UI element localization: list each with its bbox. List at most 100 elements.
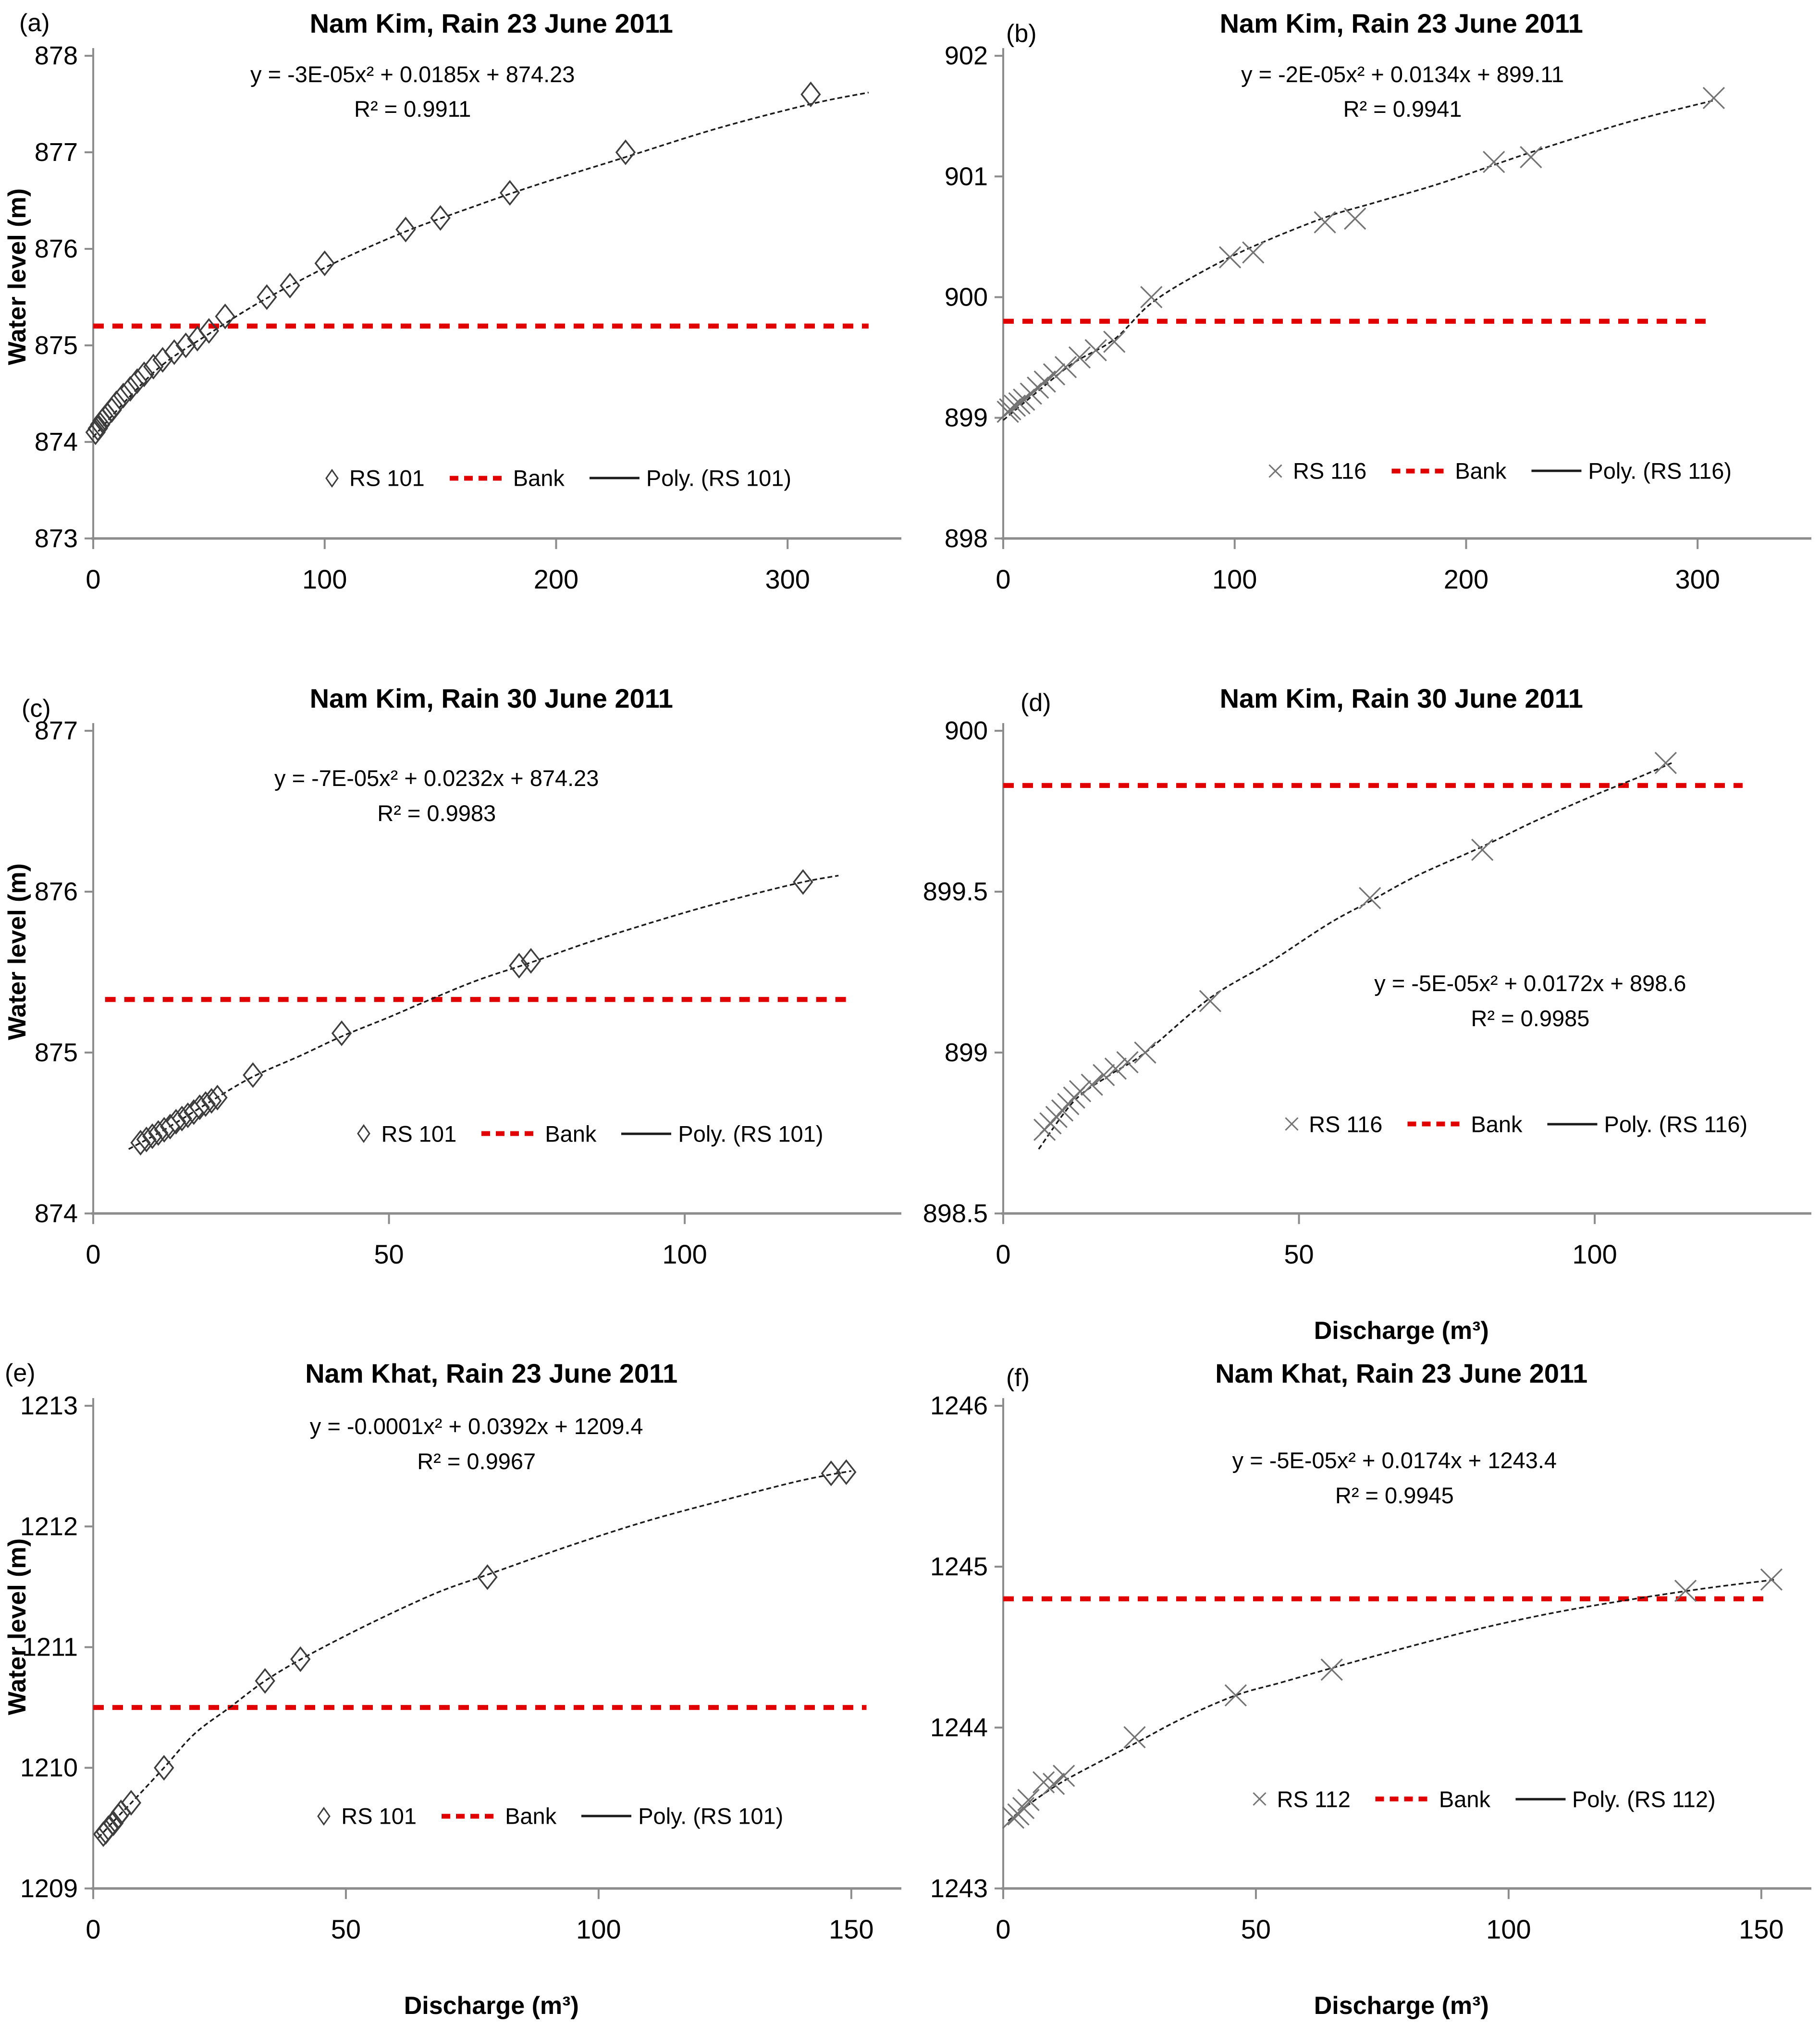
series-marker-icon: [353, 1123, 374, 1144]
legend-label: Poly. (RS 101): [678, 1121, 824, 1147]
svg-text:1245: 1245: [930, 1552, 988, 1581]
equation-line: y = -2E-05x² + 0.0134x + 899.11: [1241, 61, 1564, 87]
y-axis-label: Water level (m): [3, 188, 31, 366]
legend: RS 112 Bank Poly. (RS 112): [1249, 1786, 1716, 1812]
equation-line: y = -5E-05x² + 0.0174x + 1243.4: [1232, 1447, 1557, 1473]
legend-item-bank: Bank: [481, 1120, 596, 1147]
svg-text:874: 874: [35, 428, 78, 456]
series-marker-icon: [1265, 460, 1286, 481]
svg-text:878: 878: [35, 41, 78, 70]
legend-item-poly: Poly. (RS 101): [581, 1803, 783, 1829]
legend-item-bank: Bank: [1391, 458, 1506, 484]
panel-a: (a) Nam Kim, Rain 23 June 2011 Water lev…: [0, 0, 910, 675]
r-squared-line: R² = 0.9911: [354, 96, 471, 122]
svg-text:899: 899: [945, 404, 988, 432]
legend: RS 101 Bank Poly. (RS 101): [353, 1120, 824, 1147]
bank-dash-icon: [1375, 1796, 1432, 1802]
poly-line-icon: [589, 477, 639, 479]
bank-dash-icon: [449, 476, 506, 481]
equation-annotation: y = -7E-05x² + 0.0232x + 874.23 R² = 0.9…: [274, 761, 599, 831]
bank-dash-icon: [442, 1814, 499, 1819]
legend-item-bank: Bank: [1375, 1786, 1490, 1812]
r-squared-line: R² = 0.9967: [417, 1448, 536, 1474]
poly-line-icon: [581, 1815, 632, 1817]
chart-plot: 1243 1244 1245 1246 0 50 100 150: [930, 1391, 1811, 1944]
svg-text:150: 150: [829, 1914, 873, 1944]
chart-plot: 898 899 900 901 902 0 100 200 300: [945, 41, 1811, 594]
chart-plot: 1209 1210 1211 1212 1213 0 50 100 150: [20, 1391, 901, 1944]
series-marker-icon: [321, 467, 343, 489]
svg-text:877: 877: [35, 138, 78, 167]
poly-line-icon: [1515, 1798, 1566, 1801]
legend-label: Poly. (RS 116): [1588, 458, 1732, 484]
svg-text:150: 150: [1739, 1914, 1783, 1944]
poly-line-icon: [621, 1132, 672, 1135]
legend-label: RS 112: [1277, 1786, 1351, 1812]
series-marker-icon: [1249, 1789, 1270, 1810]
panel-tag: (b): [1006, 20, 1037, 48]
chart-plot: 874 875 876 877 0 50 100: [35, 716, 901, 1269]
panel-tag: (a): [19, 9, 50, 37]
legend-item-poly: Poly. (RS 112): [1515, 1786, 1716, 1812]
bank-dash-icon: [1407, 1121, 1464, 1127]
r-squared-line: R² = 0.9945: [1335, 1482, 1454, 1508]
chart-plot: 898.5 899 899.5 900 0 50 100: [923, 716, 1811, 1269]
svg-text:874: 874: [35, 1199, 78, 1228]
x-axis-label: Discharge (m³): [1314, 1317, 1489, 1345]
equation-annotation: y = -3E-05x² + 0.0185x + 874.23 R² = 0.9…: [250, 57, 575, 127]
svg-text:300: 300: [765, 564, 810, 594]
series-marker-icon: [313, 1805, 334, 1827]
legend-label: Poly. (RS 101): [646, 465, 792, 491]
legend-label: RS 101: [381, 1121, 457, 1147]
equation-annotation: y = -5E-05x² + 0.0172x + 898.6 R² = 0.99…: [1374, 966, 1686, 1036]
svg-text:50: 50: [331, 1914, 361, 1944]
equation-line: y = -0.0001x² + 0.0392x + 1209.4: [309, 1413, 643, 1439]
legend: RS 101 Bank Poly. (RS 101): [313, 1803, 783, 1829]
svg-text:873: 873: [35, 524, 78, 553]
svg-text:0: 0: [996, 1239, 1010, 1269]
legend-label: Poly. (RS 112): [1572, 1786, 1716, 1812]
svg-text:100: 100: [302, 564, 347, 594]
equation-annotation: y = -0.0001x² + 0.0392x + 1209.4 R² = 0.…: [310, 1410, 643, 1480]
svg-text:899.5: 899.5: [923, 877, 988, 906]
legend-label: Poly. (RS 116): [1604, 1111, 1748, 1137]
y-axis-label: Water level (m): [3, 863, 31, 1041]
legend-label: Poly. (RS 101): [638, 1803, 784, 1829]
chart-plot: 873 874 875 876 877 878 0 100 200 300: [35, 41, 901, 594]
equation-line: y = -5E-05x² + 0.0172x + 898.6: [1374, 970, 1686, 996]
svg-text:902: 902: [945, 41, 988, 70]
r-squared-line: R² = 0.9985: [1471, 1005, 1590, 1031]
bank-dash-icon: [481, 1131, 539, 1136]
legend: RS 101 Bank Poly. (RS 101): [321, 465, 791, 491]
bank-dash-icon: [1391, 468, 1449, 474]
panel-tag: (e): [5, 1359, 36, 1387]
svg-text:0: 0: [996, 564, 1010, 594]
legend-item-series: RS 112: [1249, 1786, 1351, 1812]
legend-label: RS 101: [341, 1803, 417, 1829]
equation-annotation: y = -5E-05x² + 0.0174x + 1243.4 R² = 0.9…: [1232, 1443, 1557, 1513]
legend-item-series: RS 116: [1281, 1111, 1382, 1137]
panel-c: (c) Nam Kim, Rain 30 June 2011 Water lev…: [0, 675, 910, 1350]
panel-tag: (c): [22, 695, 51, 723]
chart-title: Nam Kim, Rain 23 June 2011: [309, 8, 673, 38]
legend-label: Bank: [505, 1803, 557, 1829]
legend-item-series: RS 101: [313, 1803, 417, 1829]
svg-text:0: 0: [86, 564, 100, 594]
equation-annotation: y = -2E-05x² + 0.0134x + 899.11 R² = 0.9…: [1241, 57, 1564, 127]
legend-label: Bank: [1471, 1111, 1523, 1137]
legend-item-series: RS 101: [321, 465, 425, 491]
svg-text:876: 876: [35, 234, 78, 263]
svg-text:100: 100: [1572, 1239, 1617, 1269]
equation-line: y = -3E-05x² + 0.0185x + 874.23: [250, 61, 575, 87]
series-marker-icon: [1281, 1114, 1302, 1135]
svg-text:50: 50: [374, 1239, 404, 1269]
svg-text:876: 876: [35, 877, 78, 906]
chart-title: Nam Kim, Rain 30 June 2011: [309, 683, 673, 713]
svg-text:875: 875: [35, 1038, 78, 1067]
svg-text:200: 200: [1444, 564, 1488, 594]
svg-text:1244: 1244: [930, 1713, 988, 1742]
legend-label: Bank: [513, 465, 565, 491]
legend-label: RS 116: [1292, 458, 1367, 484]
legend-item-series: RS 116: [1265, 458, 1366, 484]
